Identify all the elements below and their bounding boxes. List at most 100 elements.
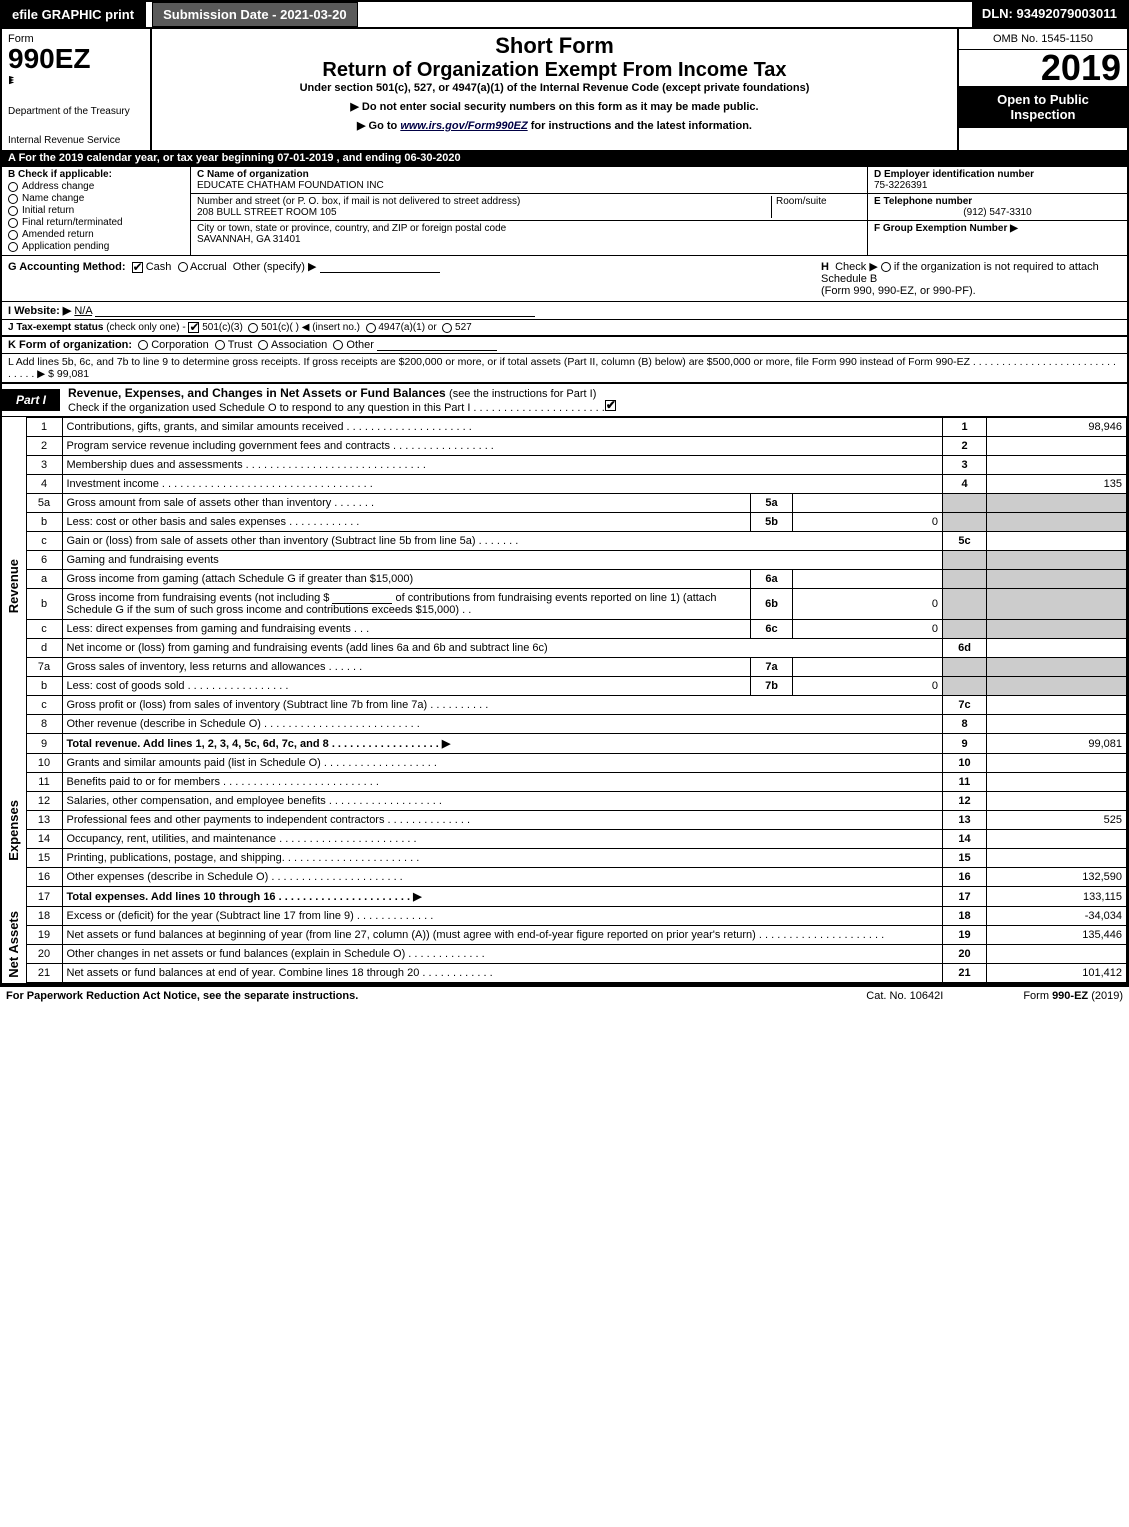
irs-link[interactable]: www.irs.gov/Form990EZ (400, 120, 527, 132)
other-input[interactable] (320, 261, 440, 273)
chk-corp[interactable] (138, 340, 148, 350)
line-desc: Other expenses (describe in Schedule O) … (62, 868, 943, 887)
line-desc: Gain or (loss) from sale of assets other… (62, 532, 943, 551)
line-ref: 5c (943, 532, 987, 551)
street-val: 208 BULL STREET ROOM 105 (197, 207, 771, 218)
h-label: H (821, 261, 829, 273)
other-org-input[interactable] (377, 339, 497, 351)
line-desc: Gross income from gaming (attach Schedul… (62, 570, 751, 589)
line-val (987, 456, 1127, 475)
line-ref: 19 (943, 926, 987, 945)
line-ref: 15 (943, 849, 987, 868)
mid-num: 7a (751, 658, 793, 677)
line-num: 16 (26, 868, 62, 887)
chk-h[interactable] (881, 262, 891, 272)
section-h: H Check ▶ if the organization is not req… (821, 260, 1121, 297)
line-desc: Program service revenue including govern… (62, 437, 943, 456)
line-ref: 18 (943, 907, 987, 926)
street-label: Number and street (or P. O. box, if mail… (197, 196, 771, 207)
f-label: F Group Exemption Number ▶ (874, 223, 1018, 234)
room-label: Room/suite (771, 196, 861, 218)
row-i: I Website: ▶ N/A (2, 301, 1127, 319)
grey-cell (943, 551, 987, 570)
mid-val: 0 (793, 589, 943, 620)
line-num: 20 (26, 945, 62, 964)
line-val: 133,115 (987, 887, 1127, 907)
line-val: -34,034 (987, 907, 1127, 926)
line-num: b (26, 513, 62, 532)
grey-cell (943, 494, 987, 513)
line-ref: 21 (943, 964, 987, 983)
line-num: c (26, 696, 62, 715)
line-num: a (26, 570, 62, 589)
chk-final-return[interactable]: Final return/terminated (8, 217, 184, 228)
ein-val: 75-3226391 (874, 180, 927, 191)
city-val: SAVANNAH, GA 31401 (197, 234, 861, 245)
d-label: D Employer identification number (874, 169, 1034, 180)
chk-trust[interactable] (215, 340, 225, 350)
chk-name-change[interactable]: Name change (8, 193, 184, 204)
chk-amended[interactable]: Amended return (8, 229, 184, 240)
chk-527[interactable] (442, 323, 452, 333)
chk-501c[interactable] (248, 323, 258, 333)
tax-year: 2019 (959, 50, 1127, 86)
city-row: City or town, state or province, country… (191, 221, 867, 247)
line-num: 6 (26, 551, 62, 570)
lbl-other: Other (specify) ▶ (233, 261, 317, 273)
city-label: City or town, state or province, country… (197, 223, 861, 234)
submission-date-button[interactable]: Submission Date - 2021-03-20 (152, 2, 358, 27)
chk-other-org[interactable] (333, 340, 343, 350)
chk-assoc[interactable] (258, 340, 268, 350)
line-desc: Other changes in net assets or fund bala… (62, 945, 943, 964)
grey-cell (987, 620, 1127, 639)
i-label: I Website: ▶ (8, 305, 71, 317)
efile-print-button[interactable]: efile GRAPHIC print (2, 2, 146, 27)
lbl-accrual: Accrual (190, 261, 227, 273)
line-num: 19 (26, 926, 62, 945)
mid-val (793, 570, 943, 589)
chk-address-change[interactable]: Address change (8, 181, 184, 192)
line-val (987, 849, 1127, 868)
grey-cell (943, 513, 987, 532)
form-990ez-page: efile GRAPHIC print Submission Date - 20… (0, 0, 1129, 985)
irs-label: Internal Revenue Service (8, 135, 144, 146)
line-desc: Grants and similar amounts paid (list in… (62, 754, 943, 773)
chk-accrual[interactable] (178, 262, 188, 272)
line-num: c (26, 620, 62, 639)
line-val: 101,412 (987, 964, 1127, 983)
mid-num: 6a (751, 570, 793, 589)
chk-501c3[interactable] (188, 322, 199, 333)
line-ref: 14 (943, 830, 987, 849)
chk-cash[interactable] (132, 262, 143, 273)
chk-pending[interactable]: Application pending (8, 241, 184, 252)
line-val: 132,590 (987, 868, 1127, 887)
grey-cell (943, 589, 987, 620)
grey-cell (987, 494, 1127, 513)
lbl-insert: ◀ (insert no.) (302, 322, 360, 333)
lbl-527: 527 (455, 322, 472, 333)
title-short-form: Short Form (162, 33, 947, 59)
line-desc: Contributions, gifts, grants, and simila… (62, 418, 943, 437)
mid-num: 5a (751, 494, 793, 513)
side-netassets: Net Assets (6, 911, 21, 978)
grey-cell (943, 658, 987, 677)
chk-4947[interactable] (366, 323, 376, 333)
subtitle: Under section 501(c), 527, or 4947(a)(1)… (162, 82, 947, 94)
line-num: 9 (26, 734, 62, 754)
line-val: 525 (987, 811, 1127, 830)
mid-num: 6b (751, 589, 793, 620)
line-val: 98,946 (987, 418, 1127, 437)
line-desc: Printing, publications, postage, and shi… (62, 849, 943, 868)
page-footer: For Paperwork Reduction Act Notice, see … (0, 985, 1129, 1005)
lbl-trust: Trust (228, 339, 253, 351)
line-desc: Less: cost of goods sold . . . . . . . .… (62, 677, 751, 696)
line-num: b (26, 589, 62, 620)
chk-schedule-o[interactable] (605, 400, 616, 411)
line-desc: Gross sales of inventory, less returns a… (62, 658, 751, 677)
line-num: 21 (26, 964, 62, 983)
line-ref: 8 (943, 715, 987, 734)
chk-initial-return[interactable]: Initial return (8, 205, 184, 216)
line-ref: 2 (943, 437, 987, 456)
part-i-title: Revenue, Expenses, and Changes in Net As… (60, 384, 632, 416)
line-desc: Occupancy, rent, utilities, and maintena… (62, 830, 943, 849)
